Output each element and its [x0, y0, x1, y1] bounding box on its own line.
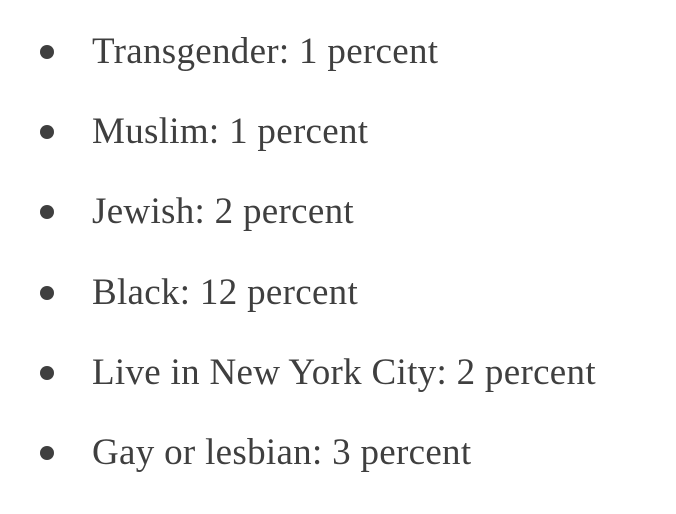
- bullet: [40, 285, 54, 300]
- item-text: Gay or lesbian: 3 percent: [92, 431, 472, 473]
- bullet-list: Transgender: 1 percent Muslim: 1 percent J…: [0, 12, 676, 493]
- list-item: Transgender: 1 percent: [0, 12, 676, 92]
- item-text: Live in New York City: 2 percent: [92, 351, 596, 393]
- list-item: Muslim: 1 percent: [0, 92, 676, 172]
- bullet: [40, 45, 54, 59]
- bullet: [40, 125, 54, 140]
- item-text: Black: 12 percent: [92, 271, 359, 313]
- item-text: Muslim: 1 percent: [92, 111, 369, 153]
- bullet: [40, 205, 54, 220]
- bullet: [40, 365, 54, 380]
- list-item: Black: 12 percent: [0, 253, 676, 333]
- item-text: Jewish: 2 percent: [92, 191, 354, 233]
- list-item: Jewish: 2 percent: [0, 172, 676, 252]
- bullet: [40, 445, 54, 460]
- list-item: Live in New York City: 2 percent: [0, 333, 676, 413]
- item-text: Transgender: 1 percent: [92, 31, 439, 72]
- list-item: Gay or lesbian: 3 percent: [0, 413, 676, 493]
